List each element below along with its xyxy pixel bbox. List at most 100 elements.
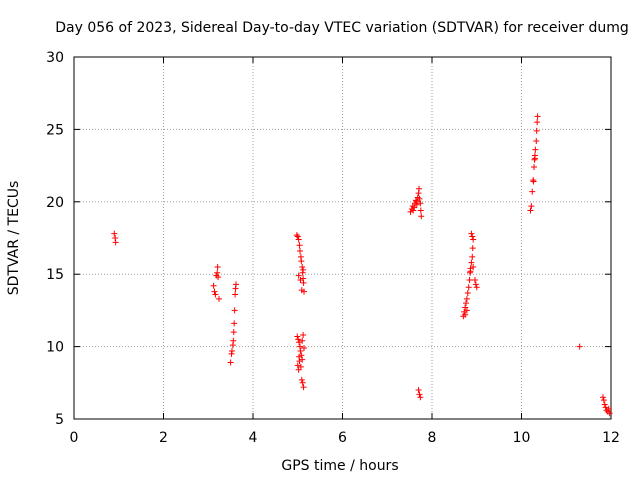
- data-point: [230, 337, 237, 344]
- x-tick-label: 6: [338, 430, 347, 446]
- data-point: [461, 308, 468, 315]
- chart-title: Day 056 of 2023, Sidereal Day-to-day VTE…: [55, 20, 629, 36]
- data-point: [211, 288, 218, 295]
- data-point: [533, 137, 540, 144]
- data-point: [296, 339, 303, 346]
- data-point: [296, 248, 303, 255]
- data-point: [301, 345, 308, 352]
- data-point: [465, 284, 472, 291]
- data-point: [417, 207, 424, 214]
- data-point: [468, 259, 475, 266]
- data-point: [297, 347, 304, 354]
- data-point: [533, 127, 540, 134]
- x-axis-label: GPS time / hours: [281, 458, 398, 474]
- data-point: [462, 311, 469, 318]
- data-point: [295, 336, 302, 343]
- data-point: [294, 333, 301, 340]
- y-axis-label: SDTVAR / TECUs: [6, 181, 22, 296]
- y-axis: 5 10 15 20 25 30: [46, 50, 611, 428]
- data-point: [464, 290, 471, 297]
- data-point: [296, 353, 303, 360]
- data-point: [417, 200, 424, 207]
- data-point: [293, 232, 300, 239]
- x-tick-label: 12: [602, 430, 620, 446]
- data-point: [469, 245, 476, 252]
- data-point: [463, 307, 470, 314]
- grid-lines: [74, 57, 611, 419]
- data-point: [531, 155, 538, 162]
- data-point: [473, 284, 480, 291]
- y-tick-label: 20: [46, 195, 64, 211]
- data-point: [299, 263, 306, 270]
- data-point: [469, 233, 476, 240]
- data-point: [463, 300, 470, 307]
- x-tick-label: 0: [70, 430, 79, 446]
- data-point: [300, 266, 307, 273]
- data-point: [111, 230, 118, 237]
- data-point: [300, 279, 307, 286]
- data-point: [528, 203, 535, 210]
- data-point: [228, 347, 235, 354]
- data-point: [231, 320, 238, 327]
- data-point: [215, 274, 222, 281]
- data-point: [466, 276, 473, 283]
- data-point: [470, 263, 477, 270]
- data-point: [470, 236, 477, 243]
- x-axis: 0 2 4 6 8 10 12: [70, 57, 620, 446]
- data-point: [299, 379, 306, 386]
- data-point: [416, 391, 423, 398]
- data-point: [467, 268, 474, 275]
- data-point: [602, 404, 609, 411]
- data-point: [418, 213, 425, 220]
- data-point: [410, 207, 417, 214]
- data-point: [294, 233, 301, 240]
- data-point: [298, 258, 305, 265]
- data-point: [301, 288, 308, 295]
- data-point: [298, 376, 305, 383]
- data-point: [416, 185, 423, 192]
- x-tick-label: 2: [159, 430, 168, 446]
- data-point: [534, 113, 541, 120]
- data-point: [215, 295, 222, 302]
- data-point: [601, 401, 608, 408]
- y-tick-label: 15: [46, 267, 64, 283]
- data-point: [411, 204, 418, 211]
- data-point: [576, 343, 583, 350]
- y-tick-label: 5: [55, 412, 64, 428]
- y-tick-label: 25: [46, 122, 64, 138]
- data-point: [294, 362, 301, 369]
- data-point: [416, 195, 423, 202]
- data-point: [232, 291, 239, 298]
- y-tick-label: 10: [46, 340, 64, 356]
- data-point: [231, 307, 238, 314]
- x-tick-label: 8: [428, 430, 437, 446]
- data-point: [295, 236, 302, 243]
- data-point: [407, 208, 414, 215]
- data-point: [299, 337, 306, 344]
- data-point: [468, 230, 475, 237]
- data-point: [463, 295, 470, 302]
- data-point: [599, 394, 606, 401]
- data-point: [527, 207, 534, 214]
- data-point: [299, 356, 306, 363]
- data-point: [300, 332, 307, 339]
- y-tick-label: 30: [46, 50, 64, 66]
- data-point: [230, 329, 237, 336]
- data-point: [413, 198, 420, 205]
- data-point: [297, 276, 304, 283]
- data-point: [529, 188, 536, 195]
- data-point: [417, 394, 424, 401]
- data-point: [212, 291, 219, 298]
- data-point: [469, 253, 476, 260]
- x-tick-label: 4: [249, 430, 258, 446]
- data-point: [531, 164, 538, 171]
- data-point: [606, 410, 613, 417]
- data-point: [300, 384, 307, 391]
- data-point: [471, 276, 478, 283]
- data-point: [415, 387, 422, 394]
- data-point: [214, 269, 221, 276]
- data-point: [112, 239, 119, 246]
- data-point: [232, 281, 239, 288]
- data-point: [605, 405, 612, 412]
- x-tick-label: 10: [513, 430, 531, 446]
